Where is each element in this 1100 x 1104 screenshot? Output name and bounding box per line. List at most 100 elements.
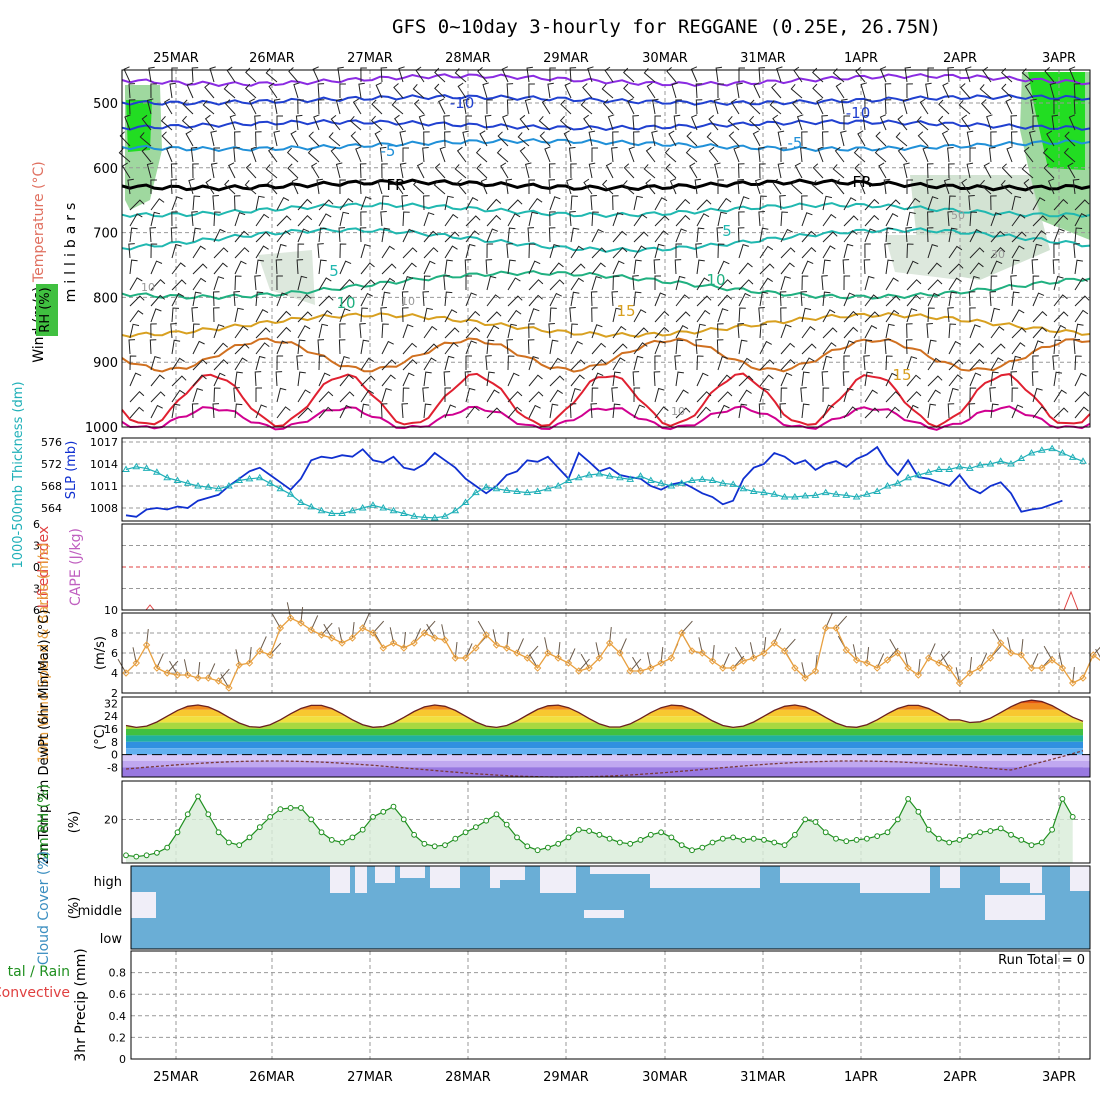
wind10-point xyxy=(369,629,377,637)
wind-barb xyxy=(465,115,472,130)
wind10-point xyxy=(173,671,182,679)
wind-barb xyxy=(360,389,374,403)
wind-barb xyxy=(843,292,856,307)
wind-barb xyxy=(885,406,900,419)
wind-barb xyxy=(276,115,283,130)
wind-barb xyxy=(654,355,661,371)
wind-barb xyxy=(969,147,976,162)
wind10-point xyxy=(523,654,532,662)
wind-barb xyxy=(339,83,346,99)
wind-barb xyxy=(526,66,533,83)
wind-barb xyxy=(486,294,501,307)
wind-barb xyxy=(500,162,509,179)
wind-barb xyxy=(885,227,894,243)
wind-barb xyxy=(150,83,157,99)
wind-barb xyxy=(313,114,320,131)
wind-barb xyxy=(506,339,514,355)
wind-barb xyxy=(316,178,323,195)
wind-barb xyxy=(736,82,743,99)
wind-barb xyxy=(379,146,387,163)
wind-barb xyxy=(822,195,833,211)
wind-barb xyxy=(1063,147,1076,163)
wind-barb xyxy=(423,343,439,355)
contour-minus5 xyxy=(121,138,1091,153)
thickness-point xyxy=(585,471,593,478)
wind-barb xyxy=(601,83,614,99)
wind-barb xyxy=(318,372,331,387)
wind-barb xyxy=(811,180,824,195)
wind-barb xyxy=(708,115,719,131)
wind-barb xyxy=(465,310,481,323)
wind-barb xyxy=(1074,391,1090,403)
wind-barb xyxy=(338,227,346,243)
thickness-point xyxy=(667,482,676,489)
wind-barb xyxy=(1053,407,1069,419)
wind-barb xyxy=(1021,164,1034,179)
rh-point xyxy=(678,842,685,848)
cloud-unit: (%) xyxy=(67,897,82,920)
wind-barb xyxy=(990,131,997,147)
wind-barb xyxy=(780,275,791,291)
wind-barb xyxy=(654,406,669,419)
thickness-point xyxy=(307,502,316,510)
rh-point xyxy=(627,840,634,847)
contour-label: -10 xyxy=(450,94,475,112)
rh-point xyxy=(1049,826,1055,833)
wind-barb xyxy=(842,371,850,387)
rh-point xyxy=(462,829,469,836)
cloud-gap xyxy=(330,866,350,893)
wind10-point xyxy=(379,644,387,652)
wind-barb xyxy=(570,323,578,339)
wind-barb xyxy=(604,66,614,83)
wind-barb xyxy=(675,339,684,355)
wind-barb xyxy=(1046,130,1055,147)
thickness-point xyxy=(1048,444,1057,452)
thickness-point xyxy=(214,484,223,492)
wind-barb xyxy=(1032,355,1039,371)
wind-barb xyxy=(360,196,372,211)
wind-barb xyxy=(942,82,950,99)
wind-barb xyxy=(233,195,241,211)
wind-barb xyxy=(696,355,704,371)
wind-barb xyxy=(465,326,481,339)
wind-barb xyxy=(423,275,431,291)
wind-barb xyxy=(276,275,283,291)
wind-barb xyxy=(444,245,458,259)
wind-barb xyxy=(129,310,144,323)
wind-barb xyxy=(948,291,958,307)
wind-barb xyxy=(375,82,383,99)
wind-barb xyxy=(480,178,488,195)
wind10-point xyxy=(358,624,367,632)
contour-minus10 xyxy=(121,93,1091,106)
wind-barb xyxy=(507,406,523,419)
rh-point xyxy=(318,829,325,836)
temp-tick: 16 xyxy=(104,723,118,736)
lifted-tick: 3 xyxy=(33,583,40,596)
wind-barb xyxy=(229,114,237,131)
wind-barb xyxy=(633,291,642,307)
wind-barb xyxy=(360,403,370,419)
wind-barb xyxy=(879,66,887,83)
thickness-point xyxy=(327,509,336,516)
temp2m-line xyxy=(125,699,1084,729)
wind-barb xyxy=(738,262,753,275)
wind-barb xyxy=(423,195,430,211)
rh-point xyxy=(802,816,809,823)
thickness-point xyxy=(461,498,470,505)
wind10-point xyxy=(842,646,851,654)
wind-barb xyxy=(204,114,215,131)
wind-barb xyxy=(864,214,880,227)
wind-barb xyxy=(821,115,828,131)
wind-barb xyxy=(311,162,320,179)
wind10-point xyxy=(904,664,912,672)
wind-barb xyxy=(192,245,206,259)
wind10-point xyxy=(945,664,953,672)
wind-barb xyxy=(569,211,576,227)
cloud-gap xyxy=(500,866,525,880)
wind-barb xyxy=(506,83,514,99)
temp-tick: -8 xyxy=(107,761,118,774)
rh-point xyxy=(205,811,212,818)
lifted-ticks: 6 3 0 3 6 10 xyxy=(33,518,118,617)
wind-barb xyxy=(528,374,543,387)
wind-barb xyxy=(737,179,744,195)
